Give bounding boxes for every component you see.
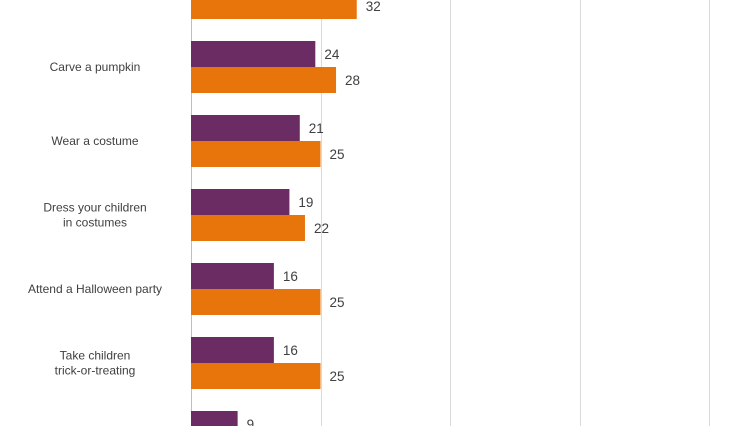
bar bbox=[191, 115, 300, 141]
data-label: 24 bbox=[324, 47, 340, 62]
data-label: 16 bbox=[283, 269, 298, 284]
data-label: 16 bbox=[283, 343, 298, 358]
bar bbox=[191, 141, 321, 167]
data-label: 32 bbox=[366, 0, 381, 14]
category-label: Wear a costume bbox=[51, 134, 138, 148]
category-label: Dress your children in costumes bbox=[43, 201, 146, 230]
data-label: 22 bbox=[314, 221, 329, 236]
data-label: 9 bbox=[247, 417, 255, 426]
bar bbox=[191, 263, 274, 289]
data-label: 19 bbox=[298, 195, 313, 210]
bar bbox=[191, 215, 305, 241]
bar bbox=[191, 67, 337, 93]
bar bbox=[191, 337, 274, 363]
bars bbox=[191, 0, 357, 426]
category-label: Attend a Halloween party bbox=[28, 282, 162, 296]
bar bbox=[191, 289, 321, 315]
bar bbox=[191, 41, 316, 67]
data-label: 25 bbox=[330, 295, 345, 310]
bar bbox=[191, 411, 238, 426]
bar bbox=[191, 0, 357, 19]
category-labels: Carve a pumpkin Wear a costume Dress your … bbox=[28, 60, 162, 378]
bar bbox=[191, 189, 290, 215]
bar bbox=[191, 363, 321, 389]
data-label: 28 bbox=[345, 73, 360, 88]
data-label: 25 bbox=[330, 369, 345, 384]
data-label: 25 bbox=[330, 147, 345, 162]
category-label: Take children trick-or-treating bbox=[55, 349, 136, 378]
category-label: Carve a pumpkin bbox=[50, 60, 141, 74]
data-label: 21 bbox=[309, 121, 324, 136]
